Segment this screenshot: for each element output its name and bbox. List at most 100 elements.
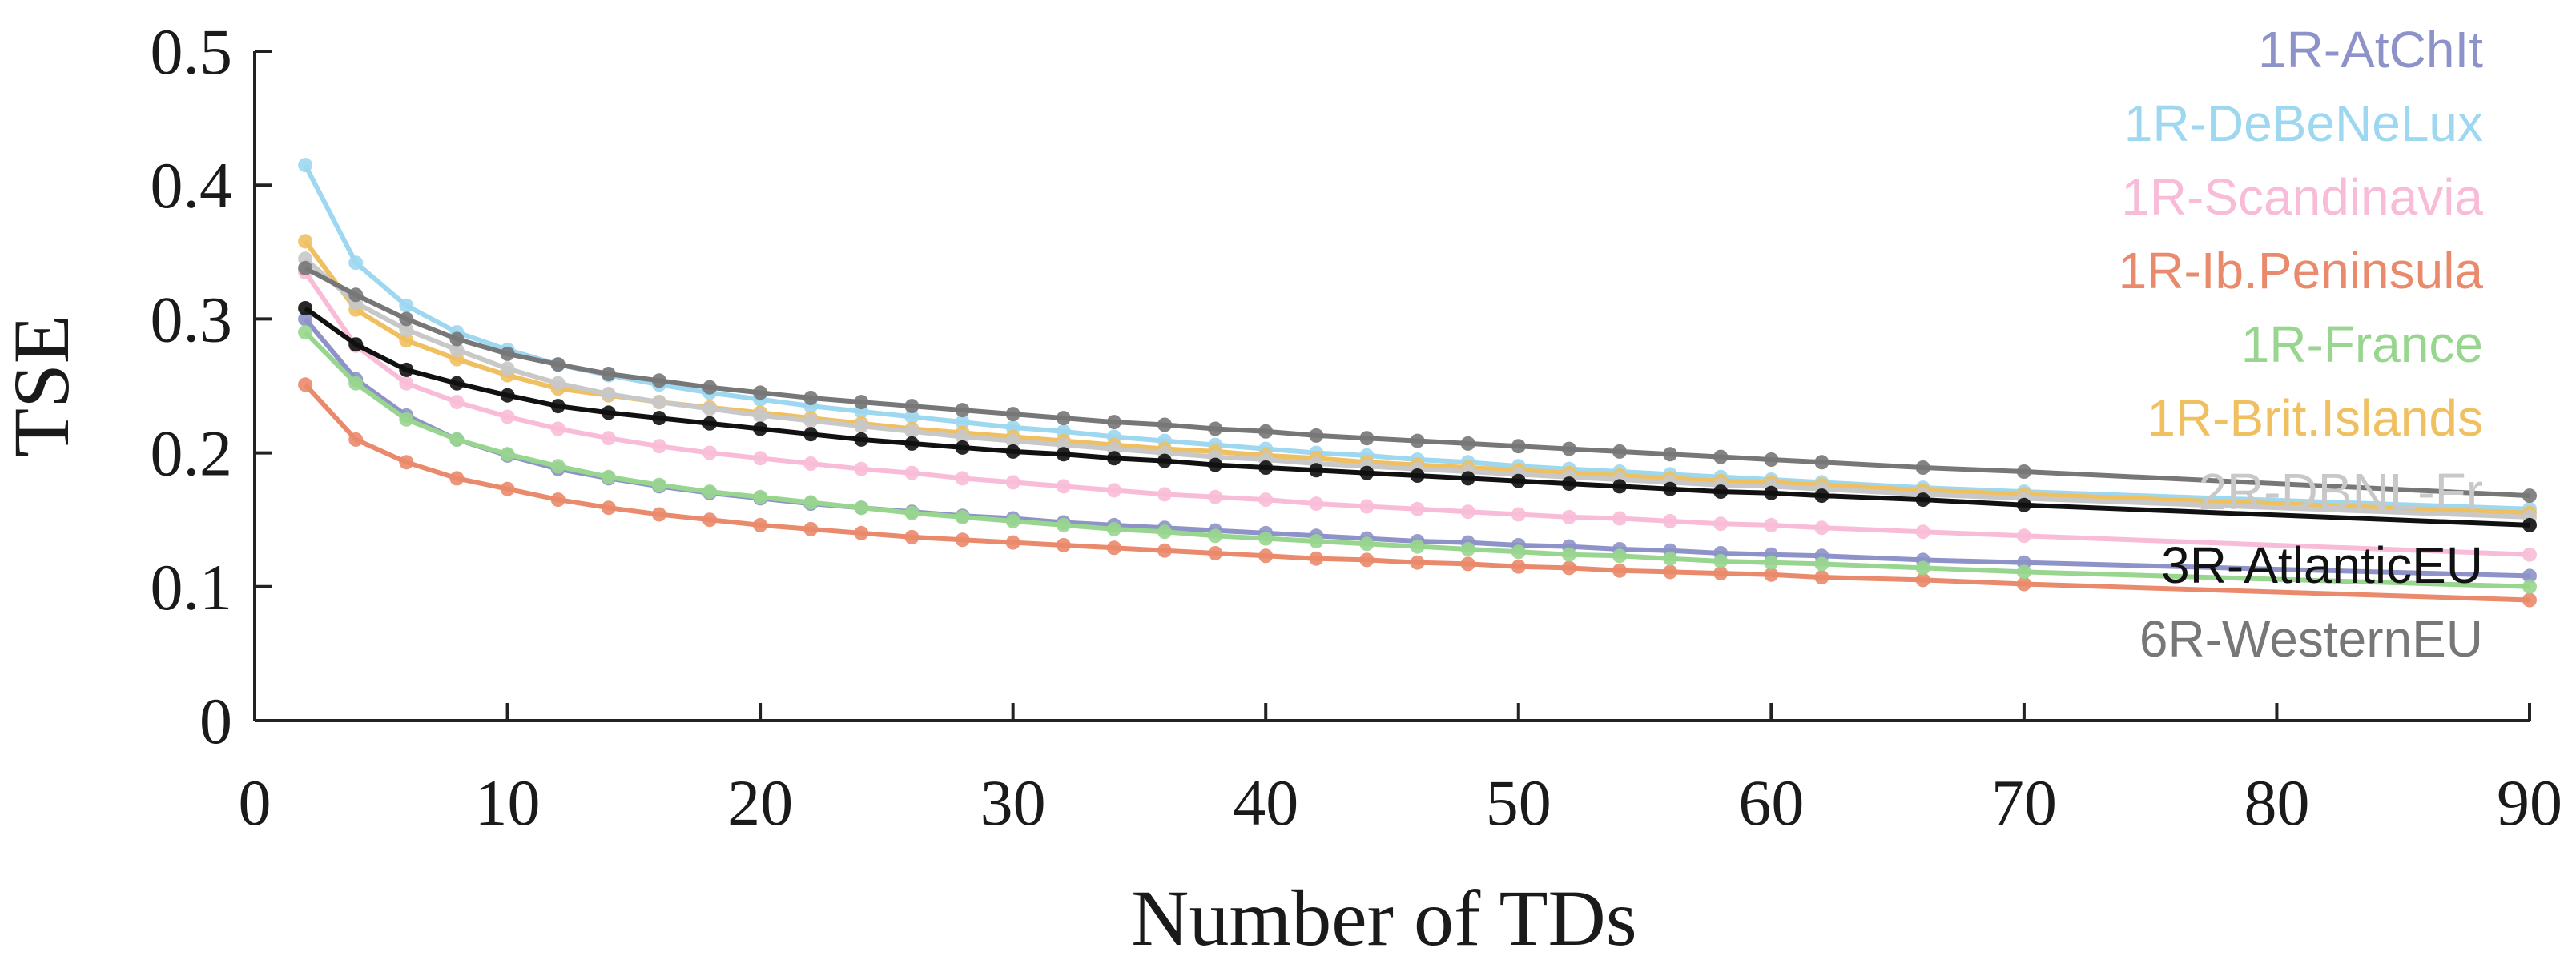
- data-point: [904, 399, 920, 414]
- data-point: [1713, 554, 1729, 568]
- data-point: [1258, 531, 1274, 546]
- data-point: [1561, 476, 1576, 492]
- data-point: [1612, 444, 1627, 459]
- data-point: [449, 432, 465, 447]
- data-point: [1460, 542, 1475, 556]
- data-point: [1663, 564, 1678, 580]
- data-point: [1764, 485, 1779, 500]
- data-point: [500, 481, 515, 496]
- data-point: [1612, 563, 1627, 578]
- data-point: [1005, 513, 1020, 528]
- data-point: [399, 362, 414, 377]
- data-point: [1764, 555, 1779, 570]
- y-tick-label: 0.5: [151, 15, 233, 88]
- data-point: [651, 373, 666, 388]
- data-point: [298, 301, 313, 315]
- data-point: [1258, 492, 1274, 508]
- data-point: [1309, 534, 1324, 548]
- data-point: [651, 411, 666, 426]
- data-point: [1157, 524, 1172, 540]
- data-point: [298, 158, 313, 173]
- data-point: [500, 346, 515, 361]
- x-tick-label: 0: [239, 766, 272, 839]
- data-point: [1005, 475, 1020, 490]
- data-point: [1359, 552, 1375, 568]
- data-point: [2016, 564, 2031, 580]
- data-point: [753, 421, 768, 436]
- series-3R-AtlanticEU: [298, 301, 2537, 532]
- y-tick-label: 0.2: [151, 417, 233, 490]
- data-point: [601, 469, 616, 484]
- data-point: [1915, 572, 1930, 588]
- data-point: [1258, 424, 1274, 439]
- data-point: [803, 391, 819, 405]
- data-point: [1915, 460, 1930, 475]
- data-point: [1359, 499, 1375, 514]
- x-tick-label: 90: [2497, 766, 2562, 839]
- data-point: [651, 395, 666, 410]
- data-point: [449, 376, 465, 391]
- data-point: [399, 298, 414, 313]
- data-point: [1561, 509, 1576, 524]
- data-point: [753, 517, 768, 532]
- y-tick-label: 0: [199, 685, 232, 757]
- data-point: [1460, 504, 1475, 520]
- data-point: [1663, 551, 1678, 566]
- data-point: [1208, 457, 1223, 472]
- series-1R-France: [298, 325, 2537, 594]
- y-tick-label: 0.4: [151, 149, 233, 222]
- legend-entry: 2R-DBNL-Fr: [2198, 463, 2483, 520]
- data-point: [1056, 447, 1071, 462]
- data-point: [2016, 528, 2031, 544]
- data-point: [1410, 555, 1425, 570]
- data-point: [601, 500, 616, 516]
- data-point: [1764, 452, 1779, 467]
- data-point: [1460, 436, 1475, 451]
- data-point: [399, 311, 414, 327]
- data-point: [1208, 528, 1223, 544]
- data-point: [651, 507, 666, 522]
- data-point: [753, 489, 768, 504]
- y-tick-label: 0.1: [151, 551, 233, 624]
- data-point: [298, 377, 313, 392]
- data-point: [1915, 492, 1930, 508]
- data-point: [2522, 488, 2537, 504]
- data-point: [601, 405, 616, 420]
- series-line: [303, 383, 2530, 603]
- data-point: [1005, 444, 1020, 459]
- data-point: [854, 525, 869, 540]
- data-point: [1410, 468, 1425, 483]
- data-point: [1258, 548, 1274, 564]
- legend-entry: 6R-WesternEU: [2139, 610, 2483, 668]
- series-6R-WesternEU: [298, 260, 2537, 504]
- data-point: [803, 427, 819, 442]
- data-point: [1814, 455, 1829, 470]
- legend-entry: 3R-AtlanticEU: [2161, 536, 2483, 594]
- data-point: [1106, 483, 1121, 498]
- data-point: [1713, 449, 1729, 464]
- data-point: [550, 492, 566, 508]
- x-axis-title: Number of TDs: [1131, 874, 1636, 962]
- data-point: [1663, 513, 1678, 528]
- x-tick-label: 20: [727, 766, 793, 839]
- data-point: [1106, 415, 1121, 430]
- data-point: [2522, 579, 2537, 594]
- data-point: [702, 484, 717, 500]
- data-point: [1258, 460, 1274, 475]
- data-point: [803, 456, 819, 471]
- data-point: [348, 255, 364, 271]
- data-point: [702, 416, 717, 431]
- data-point: [601, 387, 616, 401]
- data-point: [803, 521, 819, 536]
- series-line: [304, 256, 2530, 520]
- data-point: [1359, 536, 1375, 552]
- data-point: [854, 432, 869, 447]
- data-point: [1561, 560, 1576, 576]
- data-point: [550, 357, 566, 372]
- data-point: [904, 424, 920, 439]
- data-point: [1106, 521, 1121, 536]
- data-point: [1208, 489, 1223, 504]
- data-point: [955, 440, 970, 455]
- data-point: [1814, 488, 1829, 504]
- data-point: [904, 409, 920, 424]
